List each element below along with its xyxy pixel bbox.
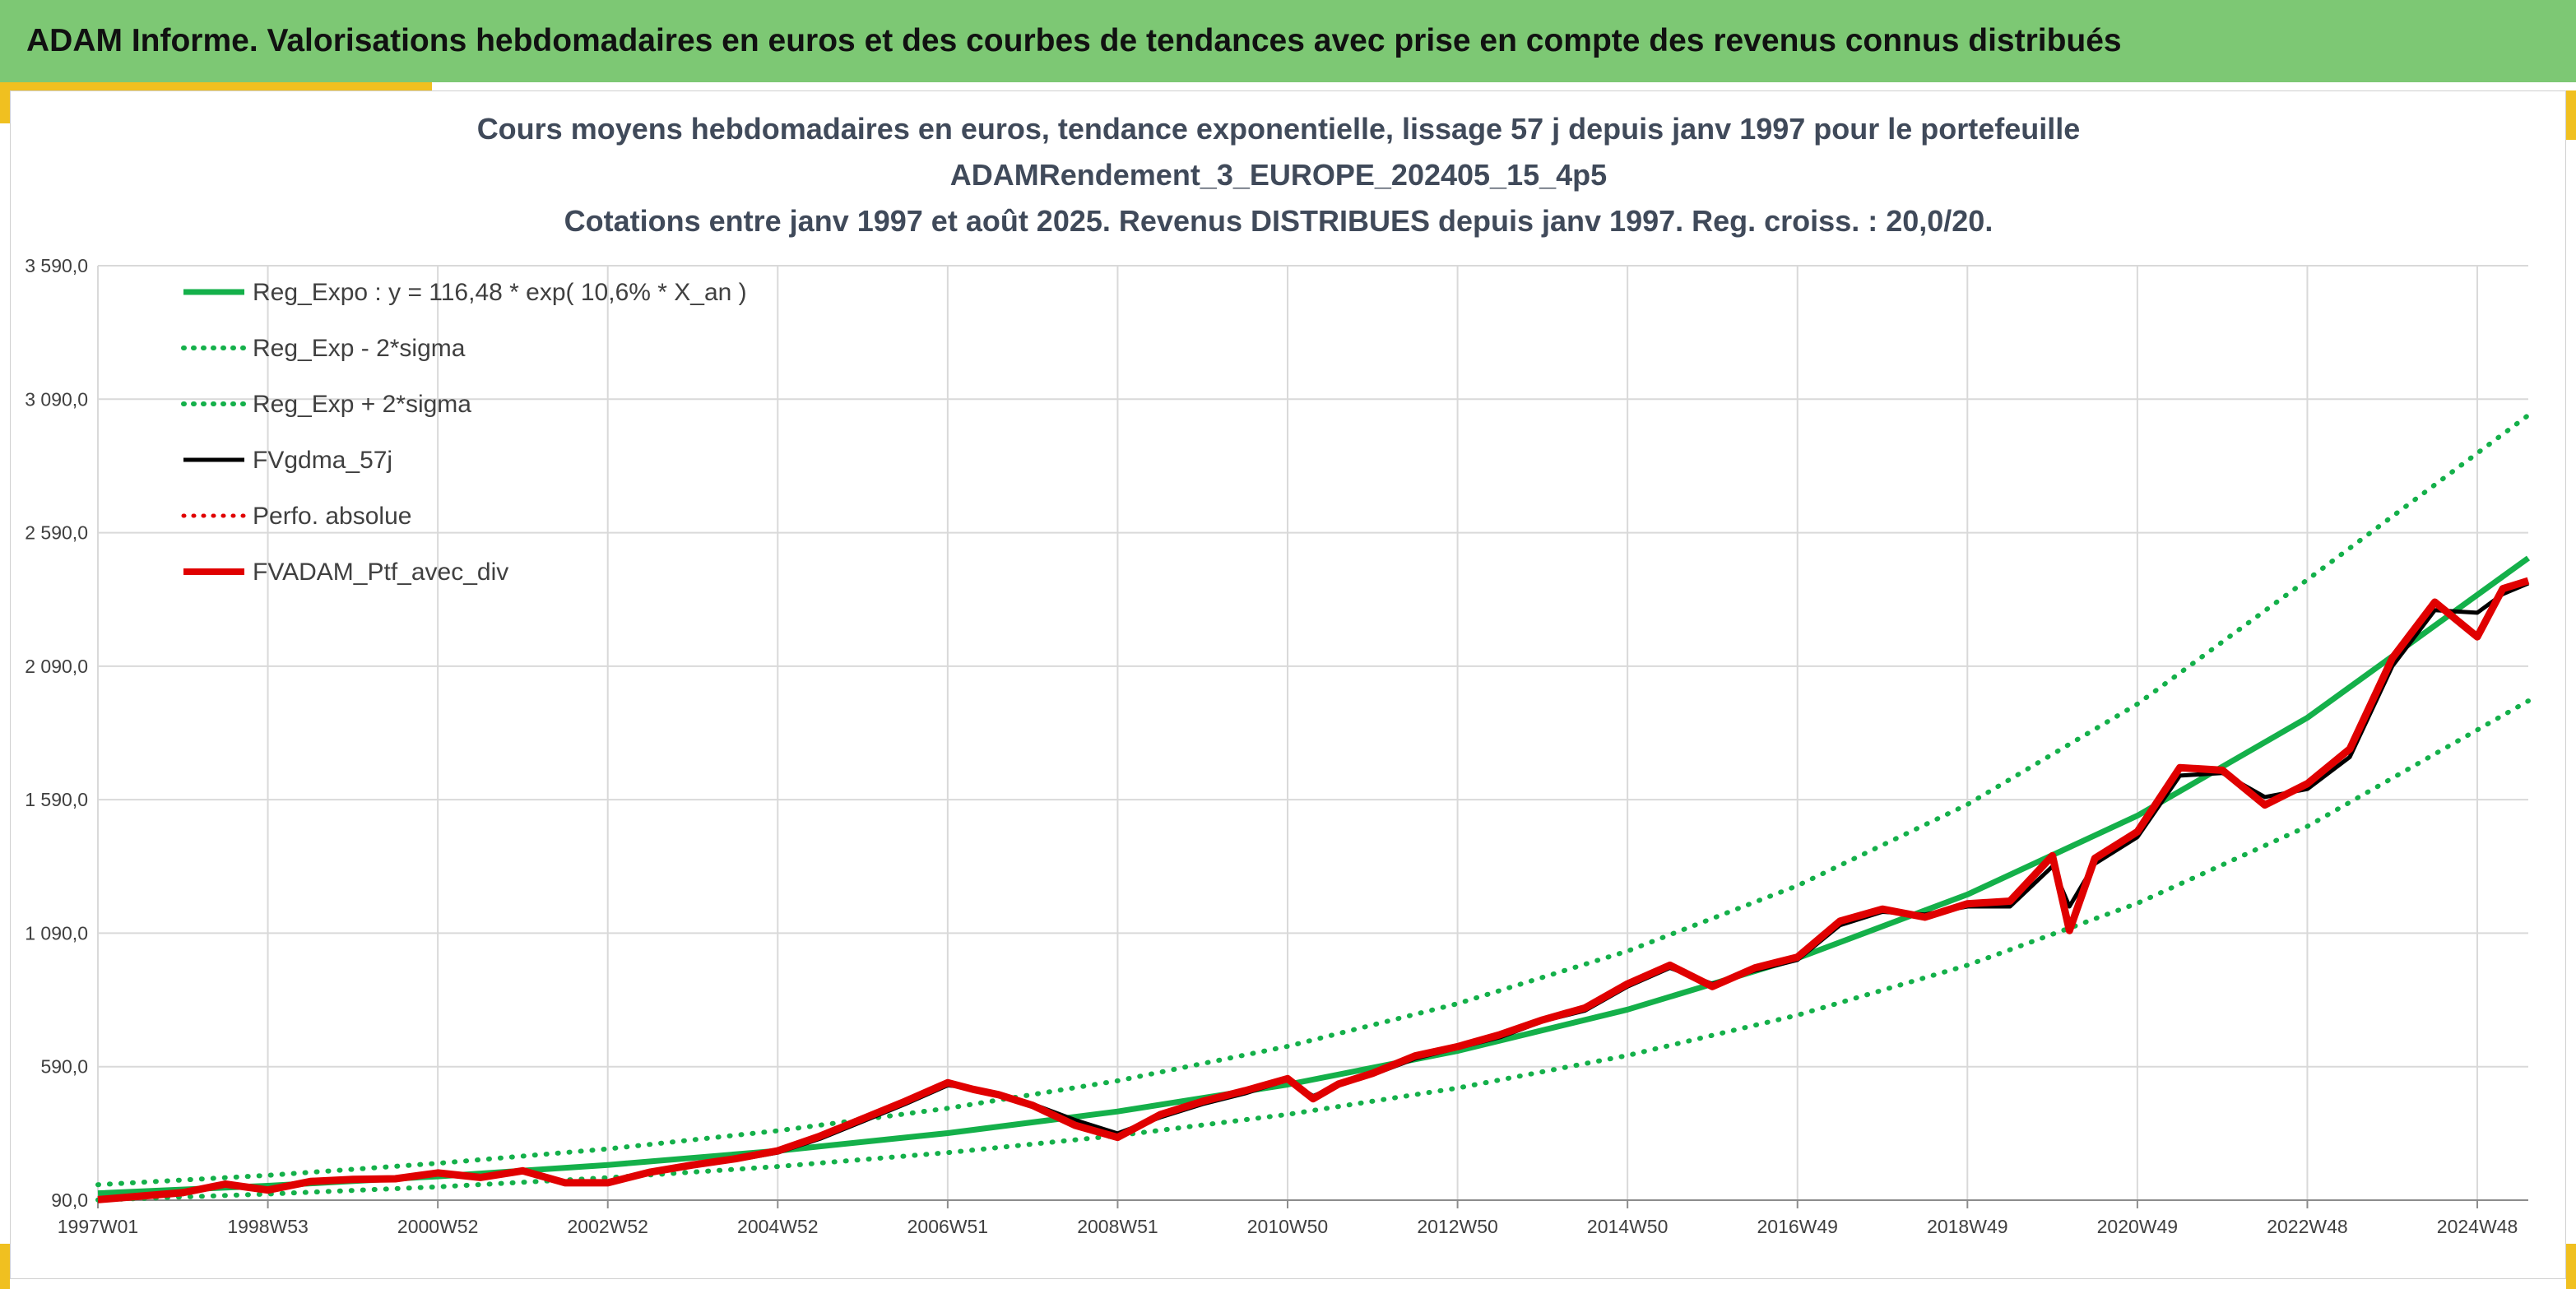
x-tick-label: 2020W49	[2097, 1216, 2178, 1237]
accent-bar-bottom-left	[0, 1244, 10, 1289]
y-tick-label: 1 590,0	[25, 789, 88, 810]
page-title: ADAM Informe. Valorisations hebdomadaire…	[26, 23, 2122, 58]
y-tick-label: 590,0	[40, 1056, 88, 1078]
x-tick-label: 2010W50	[1247, 1216, 1328, 1237]
series-line-4	[97, 581, 2529, 1203]
legend-label: Reg_Exp + 2*sigma	[253, 391, 471, 418]
x-tick-label: 2014W50	[1587, 1216, 1668, 1237]
x-tick-label: 2018W49	[1927, 1216, 2007, 1237]
x-tick-label: 2016W49	[1757, 1216, 1838, 1237]
header-bar: ADAM Informe. Valorisations hebdomadaire…	[0, 0, 2576, 82]
x-tick-label: 2012W50	[1417, 1216, 1497, 1237]
chart-axes: 90,0 590,0 1 090,0 1 590,0 2 090,0 2 590,0 3 0…	[25, 255, 2528, 1237]
series-line-6	[97, 577, 2530, 1203]
accent-bar-left	[0, 82, 10, 123]
x-tick-label: 2022W48	[2267, 1216, 2347, 1237]
chart-title-line-1: Cours moyens hebdomadaires en euros, ten…	[477, 112, 2081, 146]
legend-label: Reg_Exp - 2*sigma	[253, 335, 466, 362]
series-line-5	[98, 583, 2528, 1200]
series-line-2	[95, 698, 2531, 1203]
chart-series	[95, 412, 2531, 1203]
x-tick-label: 2002W52	[567, 1216, 647, 1237]
legend-label: FVADAM_Ptf_avec_div	[253, 559, 508, 586]
chart-legend: Reg_Expo : y = 116,48 * exp( 10,6% * X_a…	[181, 279, 747, 586]
legend-label: FVgdma_57j	[253, 447, 392, 474]
y-tick-label: 2 590,0	[25, 522, 88, 544]
chart-gridlines	[97, 265, 2528, 1201]
y-tick-label: 2 090,0	[25, 656, 88, 677]
y-tick-label: 3 590,0	[25, 255, 88, 276]
chart-title-line-3: Cotations entre janv 1997 et août 2025. …	[564, 204, 1993, 238]
chart-area: Cours moyens hebdomadaires en euros, ten…	[10, 90, 2566, 1279]
x-tick-label: 2006W51	[907, 1216, 988, 1237]
x-tick-label: 2008W51	[1077, 1216, 1158, 1237]
legend-label: Perfo. absolue	[253, 503, 411, 530]
accent-bar-bottom-right	[2566, 1244, 2576, 1289]
x-tick-label: 1997W01	[58, 1216, 138, 1237]
chart-title-line-2: ADAMRendement_3_EUROPE_202405_15_4p5	[950, 158, 1607, 192]
x-tick-label: 2024W48	[2437, 1216, 2518, 1237]
legend-label: Reg_Expo : y = 116,48 * exp( 10,6% * X_a…	[253, 279, 747, 306]
chart-title: Cours moyens hebdomadaires en euros, ten…	[477, 112, 2081, 238]
y-tick-label: 90,0	[51, 1189, 88, 1211]
accent-bar-right	[2566, 90, 2576, 140]
x-tick-label: 2004W52	[737, 1216, 818, 1237]
chart-svg: Cours moyens hebdomadaires en euros, ten…	[25, 112, 2531, 1237]
y-tick-label: 1 090,0	[25, 922, 88, 944]
y-tick-label: 3 090,0	[25, 388, 88, 410]
x-tick-label: 2000W52	[397, 1216, 478, 1237]
accent-bar-top-left	[0, 82, 432, 90]
x-tick-label: 1998W53	[227, 1216, 308, 1237]
series-line-3	[95, 412, 2531, 1188]
